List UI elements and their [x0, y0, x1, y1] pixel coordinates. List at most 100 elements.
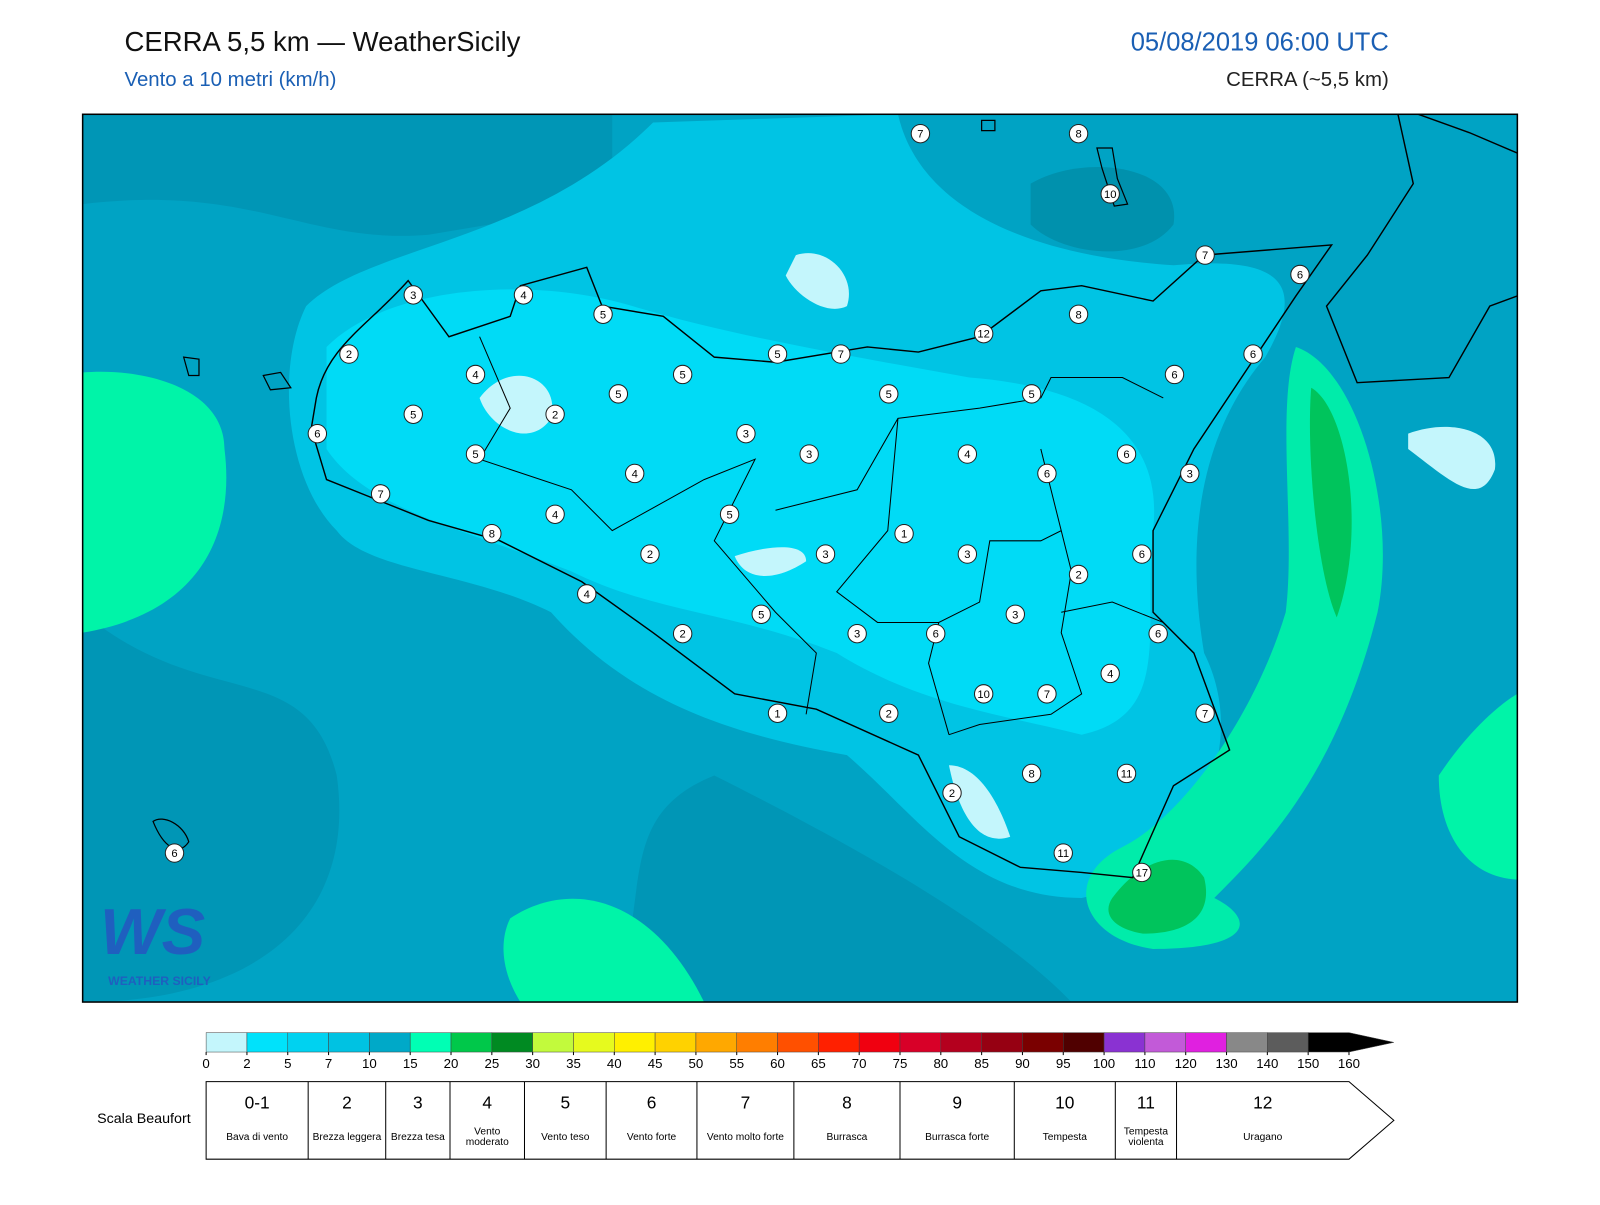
station-value: 4	[552, 509, 558, 521]
station-value: 2	[552, 409, 558, 421]
beaufort-desc: Vento moderato	[465, 1126, 509, 1148]
station-marker	[593, 304, 613, 324]
station-value: 6	[1171, 369, 1177, 381]
station-marker	[1100, 663, 1120, 684]
station-marker	[767, 344, 788, 364]
beaufort-force: 9	[952, 1093, 962, 1113]
station-marker	[1290, 264, 1310, 285]
color-bin	[287, 1032, 329, 1053]
beaufort-force: 3	[413, 1093, 423, 1113]
station-marker	[1180, 463, 1200, 484]
station-value: 8	[1075, 309, 1081, 321]
station-marker	[815, 544, 836, 564]
beaufort-force: 4	[482, 1093, 492, 1113]
station-value: 4	[632, 468, 638, 480]
station-value: 4	[584, 589, 590, 601]
beaufort-force: 12	[1253, 1093, 1272, 1113]
station-value: 3	[854, 629, 860, 641]
color-bin	[409, 1032, 452, 1053]
station-marker	[307, 423, 328, 444]
station-marker	[1243, 344, 1263, 364]
station-value: 6	[1250, 349, 1256, 361]
tick-label: 130	[1215, 1056, 1237, 1071]
station-value: 6	[1044, 468, 1050, 480]
station-value: 8	[489, 529, 495, 541]
station-marker	[465, 364, 486, 385]
station-marker	[894, 523, 914, 544]
beaufort-desc-box: Vento molto forte	[706, 1131, 784, 1143]
tick-label: 40	[607, 1056, 622, 1071]
tick-label: 35	[566, 1056, 581, 1071]
station-value: 7	[1202, 250, 1208, 262]
station-marker	[973, 684, 994, 704]
color-bin	[1063, 1032, 1105, 1053]
station-marker	[640, 544, 660, 564]
tick-label: 70	[852, 1056, 867, 1071]
station-marker	[847, 623, 867, 644]
color-bin	[573, 1032, 615, 1053]
station-marker	[403, 285, 423, 305]
color-bin	[328, 1032, 370, 1053]
color-bin	[1022, 1032, 1064, 1053]
beaufort-force: 11	[1137, 1093, 1155, 1113]
station-value: 2	[346, 349, 352, 361]
color-bin	[1267, 1032, 1309, 1053]
tick-label: 80	[933, 1056, 948, 1071]
tick-label: 120	[1175, 1056, 1197, 1071]
station-value: 2	[647, 549, 653, 561]
beaufort-desc: Burrasca	[826, 1131, 868, 1143]
beaufort-desc: Vento molto forte	[706, 1131, 784, 1143]
station-marker	[465, 444, 486, 464]
logo-caption: WEATHER SICILY	[108, 974, 211, 988]
station-marker	[1195, 703, 1215, 723]
station-marker	[164, 843, 185, 863]
color-bin	[614, 1032, 656, 1053]
beaufort-desc: Brezza tesa	[390, 1131, 445, 1143]
station-marker	[973, 323, 994, 344]
station-marker	[482, 523, 502, 544]
tick-label: 20	[444, 1056, 459, 1071]
station-marker	[577, 584, 597, 604]
beaufort-force: 8	[842, 1093, 852, 1113]
station-marker	[1053, 843, 1073, 863]
tick-label: 25	[484, 1056, 499, 1071]
station-value: 7	[1202, 708, 1208, 720]
beaufort-label: Scala Beaufort	[97, 1111, 191, 1127]
tick-label: 30	[525, 1056, 540, 1071]
beaufort-desc-box: Burrasca	[826, 1131, 868, 1143]
station-marker	[1037, 684, 1057, 704]
tick-label: 110	[1134, 1056, 1155, 1071]
station-value: 5	[600, 309, 606, 321]
station-value: 2	[949, 788, 955, 800]
beaufort-desc-box: Bava di vento	[226, 1132, 288, 1142]
station-marker	[910, 123, 931, 144]
station-marker	[672, 364, 693, 385]
station-value: 5	[410, 409, 416, 421]
beaufort-desc-box: Tempesta violenta	[1124, 1127, 1168, 1147]
station-marker	[1068, 123, 1089, 144]
beaufort-desc: Brezza leggera	[312, 1131, 382, 1143]
station-marker	[1132, 544, 1152, 564]
station-marker	[1116, 763, 1137, 784]
tick-label: 150	[1297, 1056, 1319, 1071]
station-marker	[545, 504, 565, 524]
station-marker	[751, 604, 771, 624]
station-value: 6	[1297, 269, 1303, 281]
station-marker	[1132, 862, 1152, 883]
tick-label: 50	[689, 1056, 704, 1071]
color-bin	[858, 1032, 901, 1053]
tick-label: 95	[1056, 1056, 1071, 1071]
station-marker	[1068, 304, 1089, 324]
station-value: 6	[933, 629, 939, 641]
station-value: 7	[377, 489, 383, 501]
map	[82, 114, 1518, 1003]
tick-label: 55	[729, 1056, 744, 1071]
beaufort-frame	[205, 1081, 1395, 1160]
color-bin	[899, 1032, 942, 1053]
station-marker	[403, 404, 423, 424]
tick-label: 45	[648, 1056, 663, 1071]
station-marker	[608, 384, 629, 404]
station-value: 10	[977, 689, 989, 701]
beaufort-desc-box: Uragano	[1243, 1132, 1282, 1142]
